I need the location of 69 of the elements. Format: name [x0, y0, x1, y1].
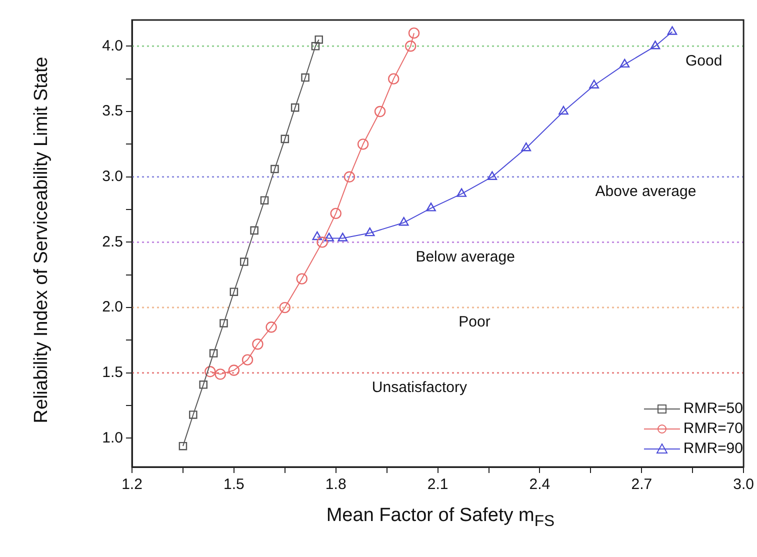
point — [296, 273, 308, 284]
point — [398, 216, 409, 226]
x-tick-label: 1.8 — [325, 476, 346, 494]
x-axis-title: Mean Factor of Safety m$_{FS}$ — [325, 505, 556, 531]
ref-line-label: Above average — [595, 182, 696, 200]
point — [199, 380, 208, 389]
point — [204, 366, 216, 378]
point — [252, 338, 264, 350]
point — [240, 258, 248, 266]
legend-label: RMR=50 — [683, 399, 743, 419]
point — [214, 368, 226, 380]
point — [650, 40, 660, 50]
point — [250, 226, 258, 235]
y-tick-label: 2.0 — [102, 298, 123, 316]
point — [280, 134, 290, 144]
point — [408, 27, 420, 39]
point — [620, 58, 630, 68]
point — [266, 322, 277, 333]
point — [230, 288, 238, 296]
point — [279, 302, 290, 314]
y-tick-label: 3.5 — [102, 102, 123, 120]
ref-line-label: Unsatisfactory — [372, 379, 468, 396]
x-tick-label: 2.7 — [631, 476, 652, 494]
y-tick-label: 1.0 — [102, 429, 123, 446]
legend-label: RMR=70 — [683, 419, 743, 439]
x-tick-label: 2.4 — [529, 476, 550, 494]
point — [330, 208, 342, 220]
point — [260, 196, 269, 205]
point — [324, 232, 334, 242]
y-tick-label: 4.0 — [102, 37, 123, 54]
point — [456, 188, 466, 197]
point — [311, 42, 320, 50]
point — [589, 80, 600, 88]
point — [228, 364, 240, 376]
ref-line-label: Good — [685, 52, 722, 70]
point — [316, 236, 328, 248]
y-tick-label: 3.0 — [102, 168, 123, 185]
x-tick-label: 2.1 — [427, 476, 448, 494]
point — [487, 171, 498, 180]
ref-line-label: Poor — [458, 314, 490, 331]
point — [178, 442, 188, 450]
y-tick-label: 1.5 — [102, 364, 123, 382]
point — [338, 232, 348, 242]
point — [312, 231, 322, 240]
point — [374, 106, 386, 118]
point — [521, 142, 532, 152]
point — [344, 171, 356, 182]
y-tick-label: 2.5 — [102, 233, 123, 250]
point — [357, 138, 369, 150]
point — [314, 35, 324, 44]
x-tick-label: 3.0 — [733, 476, 754, 494]
ref-line-label: Below average — [416, 248, 515, 266]
point — [426, 202, 436, 212]
point — [364, 227, 375, 236]
point — [667, 26, 678, 35]
point — [189, 410, 198, 419]
x-tick-label: 1.2 — [122, 476, 142, 494]
point — [405, 40, 416, 52]
point — [301, 73, 310, 82]
point — [558, 106, 568, 115]
point — [209, 349, 218, 358]
x-tick-label: 1.5 — [224, 476, 244, 494]
y-axis-title: Reliability Index of Serviceability Limit State — [30, 55, 53, 425]
legend-label: RMR=90 — [683, 439, 743, 459]
point — [290, 103, 300, 112]
point — [242, 354, 254, 366]
point — [220, 319, 228, 328]
point — [388, 73, 400, 84]
point — [270, 164, 279, 174]
